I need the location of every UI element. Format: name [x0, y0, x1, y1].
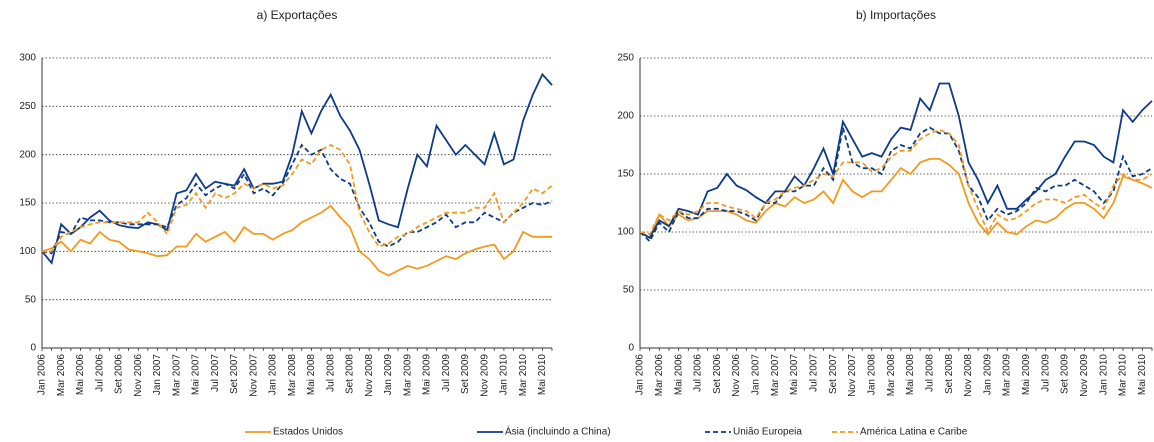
series-line [41, 143, 553, 255]
y-tick-label: 200 [19, 149, 36, 160]
x-tick-label: Nov 2007 [847, 354, 858, 397]
x-tick-label: Set 2006 [114, 354, 125, 394]
x-tick-label: Jul 2008 [325, 354, 336, 392]
y-tick-label: 0 [30, 343, 36, 354]
x-tick-label: Jan 2007 [152, 354, 163, 396]
legend-label: América Latina e Caribe [860, 427, 968, 438]
x-tick-label: Mar 2007 [171, 354, 182, 397]
chart-title: b) Importações [856, 8, 936, 22]
x-tick-label: Mar 2010 [518, 354, 529, 397]
x-tick-label: Jul 2008 [924, 354, 935, 392]
x-tick-label: Nov 2008 [963, 354, 974, 397]
y-tick-label: 100 [19, 246, 36, 257]
x-tick-label: Jan 2009 [982, 354, 993, 396]
x-tick-label: Jul 2007 [210, 354, 221, 392]
series-line [639, 128, 1153, 236]
legend-label: União Europeia [733, 427, 802, 438]
series-line [41, 204, 552, 277]
x-tick-label: Nov 2009 [479, 354, 490, 397]
y-tick-label: 100 [617, 227, 634, 238]
x-tick-label: Nov 2007 [248, 354, 259, 397]
x-tick-label: Jul 2007 [809, 354, 820, 392]
x-tick-label: Mai 2008 [306, 354, 317, 396]
y-tick-label: 200 [617, 111, 634, 122]
x-tick-label: Jan 2010 [1098, 354, 1109, 396]
x-tick-label: Jan 2006 [635, 354, 646, 396]
x-tick-label: Jan 2009 [383, 354, 394, 396]
y-tick-label: 50 [623, 285, 635, 296]
x-tick-label: Set 2007 [828, 354, 839, 394]
y-tick-label: 300 [19, 53, 36, 64]
x-tick-label: Jan 2008 [268, 354, 279, 396]
x-tick-label: Mar 2009 [402, 354, 413, 397]
x-tick-label: Mar 2008 [886, 354, 897, 397]
x-tick-label: Mai 2009 [1021, 354, 1032, 396]
series-line [639, 126, 1153, 243]
series-line [41, 72, 553, 265]
x-tick-label: Mai 2006 [673, 354, 684, 396]
legend-label: Estados Unidos [273, 427, 343, 438]
y-tick-label: 250 [19, 101, 36, 112]
x-tick-label: Jan 2007 [751, 354, 762, 396]
legend-label: Ásia (incluindo a China) [505, 425, 611, 438]
x-tick-label: Nov 2006 [133, 354, 144, 397]
x-tick-label: Set 2008 [345, 354, 356, 394]
x-tick-label: Mar 2007 [770, 354, 781, 397]
x-tick-label: Mai 2009 [422, 354, 433, 396]
x-tick-label: Mar 2008 [287, 354, 298, 397]
x-tick-label: Mai 2010 [1137, 354, 1148, 396]
x-tick-label: Mar 2009 [1002, 354, 1013, 397]
x-tick-label: Nov 2006 [731, 354, 742, 397]
y-tick-label: 250 [617, 53, 634, 64]
x-tick-label: Set 2007 [229, 354, 240, 394]
x-tick-label: Jul 2006 [94, 354, 105, 392]
x-tick-label: Set 2009 [1060, 354, 1071, 394]
series-line [42, 143, 553, 253]
x-tick-label: Mar 2006 [654, 354, 665, 397]
x-tick-label: Jan 2010 [499, 354, 510, 396]
x-tick-label: Nov 2008 [364, 354, 375, 397]
x-tick-label: Nov 2009 [1079, 354, 1090, 397]
series-line [639, 82, 1153, 240]
y-tick-label: 50 [25, 294, 37, 305]
x-tick-label: Mai 2008 [905, 354, 916, 396]
x-tick-label: Set 2006 [712, 354, 723, 394]
x-tick-label: Set 2009 [460, 354, 471, 394]
x-tick-label: Jul 2009 [441, 354, 452, 392]
x-tick-label: Mai 2006 [75, 354, 86, 396]
x-tick-label: Jan 2008 [866, 354, 877, 396]
x-tick-label: Mar 2006 [56, 354, 67, 397]
series-line [639, 158, 1153, 240]
y-tick-label: 150 [617, 169, 634, 180]
x-tick-label: Jan 2006 [37, 354, 48, 396]
x-tick-label: Jul 2009 [1040, 354, 1051, 392]
x-tick-label: Jul 2006 [693, 354, 704, 392]
x-tick-label: Mai 2007 [789, 354, 800, 396]
y-tick-label: 0 [628, 343, 634, 354]
y-tick-label: 150 [19, 198, 36, 209]
x-tick-label: Mai 2007 [191, 354, 202, 396]
x-tick-label: Mar 2010 [1118, 354, 1129, 397]
chart-title: a) Exportações [257, 8, 338, 22]
x-tick-label: Set 2008 [944, 354, 955, 394]
x-tick-label: Mai 2010 [537, 354, 548, 396]
